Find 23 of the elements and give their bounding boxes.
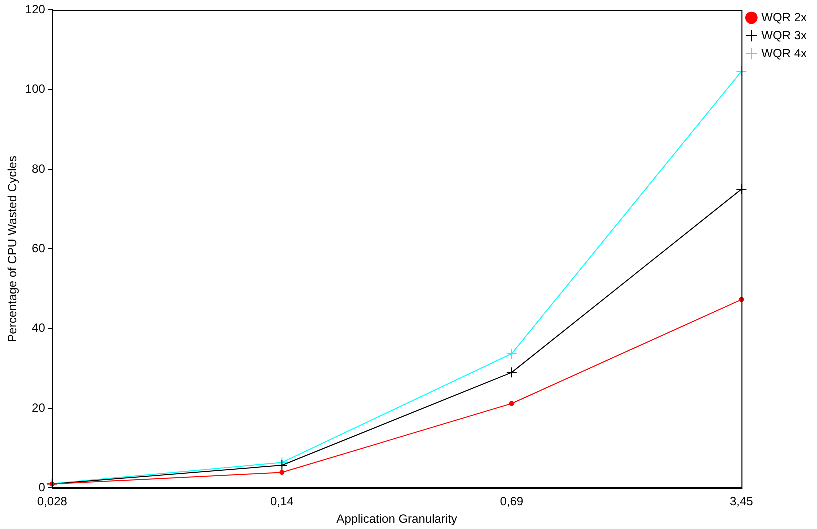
y-tick-label: 60 — [32, 242, 46, 256]
x-tick-label: 0,69 — [500, 494, 524, 509]
point — [736, 66, 748, 78]
legend-label: WQR 2x — [762, 10, 808, 24]
y-tick-label: 0 — [38, 480, 46, 495]
x-axis-title: Application Granularity — [336, 512, 458, 526]
legend-label: WQR 4x — [762, 46, 808, 60]
y-tick-label: 20 — [32, 400, 46, 415]
point — [509, 401, 514, 406]
point — [276, 460, 288, 471]
y-axis-title: Percentage of CPU Wasted Cycles — [6, 156, 20, 342]
y-tick-label: 120 — [25, 2, 46, 17]
y-tick-label: 100 — [25, 82, 46, 96]
y-tick-label: 40 — [32, 321, 46, 336]
x-tick-label: 0,028 — [37, 494, 68, 509]
legend-label: WQR 3x — [762, 28, 808, 42]
point — [280, 470, 285, 476]
x-tick-label: 0,14 — [270, 494, 294, 509]
point — [506, 367, 518, 378]
point — [506, 348, 518, 360]
x-tick-label: 3,45 — [730, 494, 754, 509]
point — [736, 184, 748, 195]
y-tick-label: 80 — [32, 162, 46, 176]
